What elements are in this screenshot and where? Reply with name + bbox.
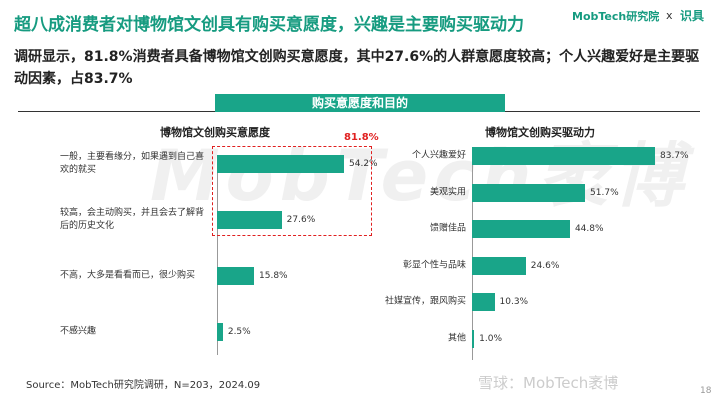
category-label: 一般，主要看缘分，如果遇到自己喜欢的就买 xyxy=(60,152,205,175)
bar xyxy=(217,267,255,285)
category-label: 个人兴趣爱好 xyxy=(411,150,466,161)
category-label: 不感兴趣 xyxy=(60,326,97,337)
axis-line xyxy=(217,155,218,355)
bar xyxy=(472,329,475,348)
value-label: 1.0% xyxy=(479,333,503,344)
value-label: 2.5% xyxy=(227,327,251,337)
chart-title: 博物馆文创购买驱动力 xyxy=(485,126,595,139)
axis-line xyxy=(472,152,473,360)
category-label: 较高，会主动购买，并且会去了解背后的历史文化 xyxy=(60,208,205,231)
subtitle: 调研显示，81.8%消费者具备博物馆文创购买意愿度，其中27.6%的人群意愿度较… xyxy=(14,49,700,87)
bar xyxy=(217,155,344,173)
banner: 购买意愿度和目的 xyxy=(215,94,505,112)
category-label: 不高，大多是看看而已，很少购买 xyxy=(60,270,196,281)
title: 超八成消费者对博物馆文创具有购买意愿度，兴趣是主要购买驱动力 xyxy=(14,15,524,35)
value-label: 44.8% xyxy=(574,224,604,234)
bar xyxy=(472,293,495,311)
category-label: 美观实用 xyxy=(429,187,466,197)
annotation-box xyxy=(212,146,372,236)
category-label: 社媒宣传，跟风购买 xyxy=(384,296,466,307)
bar xyxy=(217,211,282,229)
value-label: 15.8% xyxy=(259,271,288,281)
bar xyxy=(472,183,586,202)
bar xyxy=(472,256,526,275)
watermark: 雪球：MobTech袤博 xyxy=(478,374,619,392)
value-label: 24.6% xyxy=(530,260,560,271)
logo: MobTech研究院 xyxy=(572,10,660,23)
annotation: 81.8% xyxy=(344,132,379,143)
category-label: 彰显个性与品味 xyxy=(402,260,466,270)
value-label: 51.7% xyxy=(590,187,619,198)
page-number: 18 xyxy=(700,386,712,396)
source: Source：MobTech研究院调研，N=203，2024.09 xyxy=(26,380,261,391)
value-label: 54.2% xyxy=(349,159,378,169)
category-label: 馈赠佳品 xyxy=(429,223,466,234)
bar xyxy=(217,323,223,341)
chart-title: 博物馆文创购买意愿度 xyxy=(160,126,270,139)
category-label: 其他 xyxy=(447,333,466,343)
value-label: 83.7% xyxy=(660,151,689,161)
logo-x: x xyxy=(666,9,673,22)
bar xyxy=(472,220,570,238)
logo-partner: 识具 xyxy=(680,9,705,23)
value-label: 27.6% xyxy=(286,215,316,225)
bar xyxy=(472,147,655,165)
value-label: 10.3% xyxy=(499,297,529,307)
